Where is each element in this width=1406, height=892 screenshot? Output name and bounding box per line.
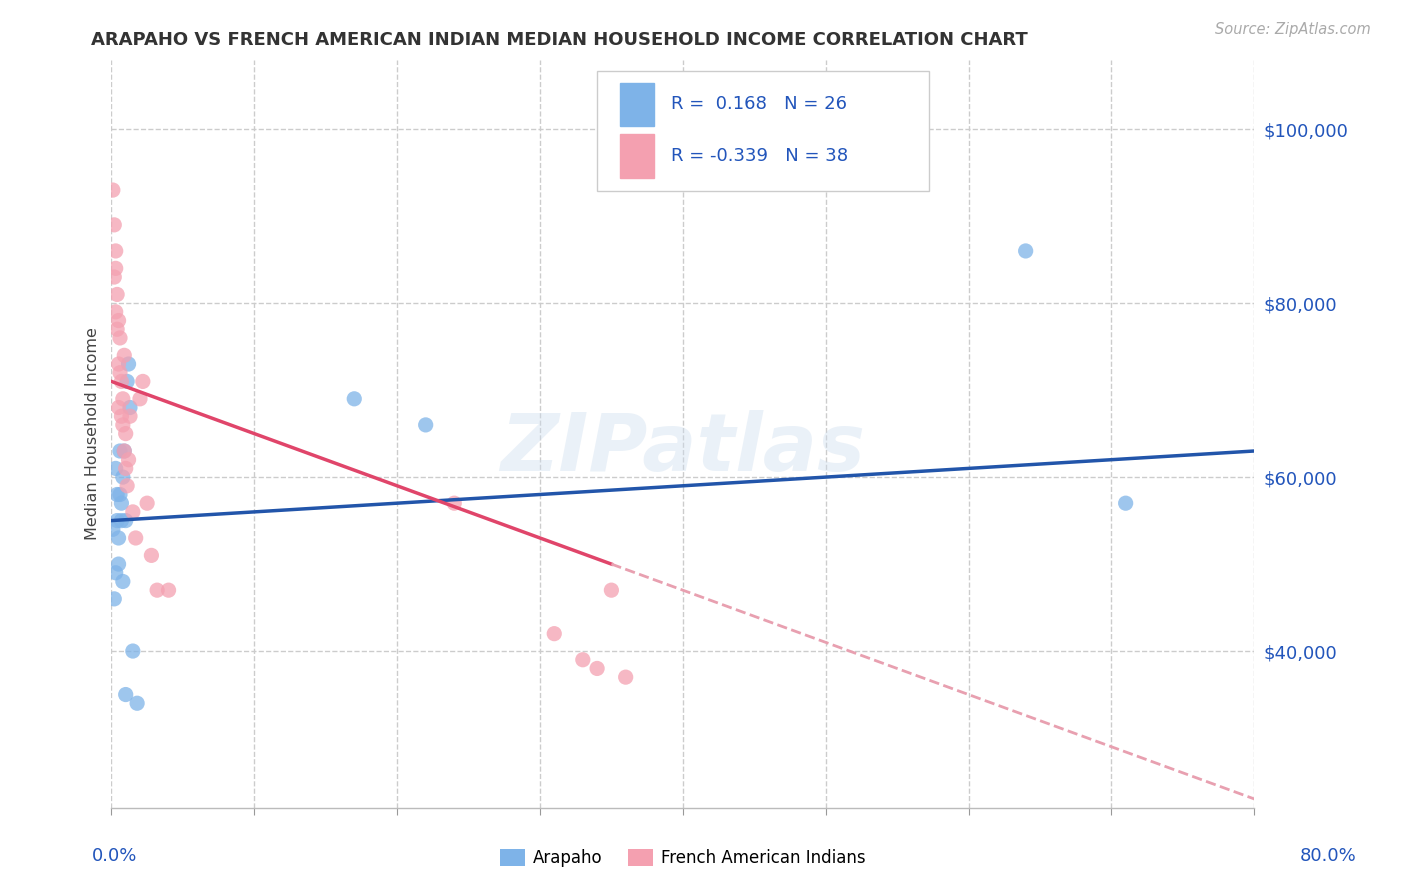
Legend: Arapaho, French American Indians: Arapaho, French American Indians (494, 843, 873, 874)
Text: 80.0%: 80.0% (1301, 847, 1357, 864)
Bar (620, 135, 654, 178)
Point (105, 287, 128, 301)
Y-axis label: Median Household Income: Median Household Income (86, 327, 100, 540)
Point (129, 392, 152, 406)
Point (107, 401, 129, 415)
Point (115, 479, 138, 493)
Point (543, 626, 565, 640)
Point (117, 357, 139, 371)
Point (114, 514, 136, 528)
Text: R =  0.168   N = 26: R = 0.168 N = 26 (672, 95, 848, 113)
Point (443, 496, 465, 510)
Bar (620, 83, 654, 126)
Point (104, 305, 127, 319)
Point (111, 574, 134, 589)
Point (125, 531, 148, 545)
Point (1014, 244, 1036, 258)
Point (108, 331, 131, 345)
Point (141, 549, 163, 563)
Point (107, 313, 129, 327)
Point (104, 261, 127, 276)
Point (107, 531, 129, 545)
FancyBboxPatch shape (598, 70, 928, 191)
Point (103, 218, 125, 232)
Point (108, 444, 131, 458)
Point (107, 557, 129, 571)
Point (132, 375, 155, 389)
Point (103, 591, 125, 606)
Point (110, 496, 132, 510)
Point (101, 183, 124, 197)
Point (105, 322, 128, 336)
Point (118, 401, 141, 415)
Point (117, 452, 139, 467)
Point (127, 696, 149, 710)
Point (121, 505, 143, 519)
Point (105, 487, 128, 501)
Point (121, 644, 143, 658)
Point (415, 417, 437, 432)
Text: 0.0%: 0.0% (91, 847, 136, 864)
Point (114, 688, 136, 702)
Point (112, 444, 135, 458)
Text: Source: ZipAtlas.com: Source: ZipAtlas.com (1215, 22, 1371, 37)
Point (110, 409, 132, 424)
Point (108, 366, 131, 380)
Point (103, 270, 125, 285)
Point (112, 348, 135, 362)
Point (146, 583, 169, 598)
Point (104, 461, 127, 475)
Point (104, 566, 127, 580)
Text: ZIPatlas: ZIPatlas (501, 409, 865, 488)
Text: R = -0.339   N = 38: R = -0.339 N = 38 (672, 147, 848, 165)
Point (111, 470, 134, 484)
Point (108, 487, 131, 501)
Point (114, 461, 136, 475)
Point (118, 409, 141, 424)
Point (343, 392, 366, 406)
Point (1115, 496, 1137, 510)
Point (572, 653, 595, 667)
Point (614, 670, 637, 684)
Point (112, 444, 135, 458)
Point (111, 417, 134, 432)
Point (111, 392, 134, 406)
Point (136, 496, 159, 510)
Point (115, 375, 138, 389)
Point (107, 357, 129, 371)
Point (600, 583, 623, 598)
Point (586, 661, 609, 675)
Text: ARAPAHO VS FRENCH AMERICAN INDIAN MEDIAN HOUSEHOLD INCOME CORRELATION CHART: ARAPAHO VS FRENCH AMERICAN INDIAN MEDIAN… (91, 31, 1028, 49)
Point (110, 375, 132, 389)
Point (110, 514, 132, 528)
Point (157, 583, 180, 598)
Point (114, 426, 136, 441)
Point (105, 514, 128, 528)
Point (104, 244, 127, 258)
Point (101, 522, 124, 536)
